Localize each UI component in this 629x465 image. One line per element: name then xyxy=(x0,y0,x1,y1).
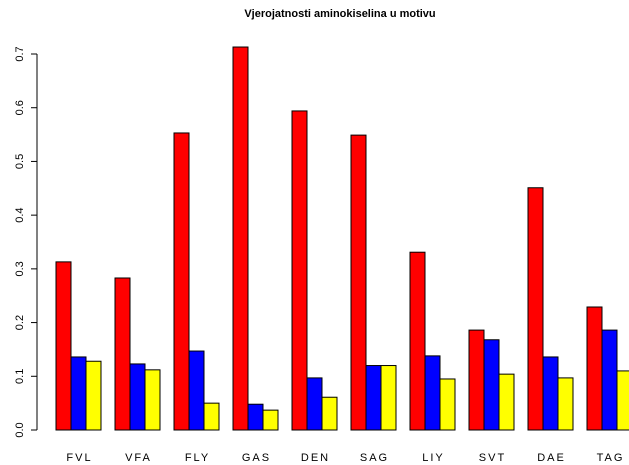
bar xyxy=(232,46,249,431)
x-tick-label: DEN xyxy=(301,452,330,464)
y-tick-label: 0.4 xyxy=(14,207,26,222)
bar xyxy=(85,360,102,431)
bar xyxy=(468,329,485,431)
bar xyxy=(498,373,515,431)
bar xyxy=(144,369,161,431)
bar xyxy=(247,403,264,431)
x-tick-label: GAS xyxy=(242,452,271,464)
x-tick-label: TAG xyxy=(597,452,625,464)
bar xyxy=(380,365,397,431)
bar xyxy=(424,355,441,431)
bar xyxy=(188,350,205,431)
bar xyxy=(409,251,426,431)
bar xyxy=(291,110,308,431)
bar xyxy=(306,377,323,431)
x-tick-label: DAE xyxy=(537,452,566,464)
bar xyxy=(601,329,618,431)
bar xyxy=(586,306,603,431)
x-tick-label: VFA xyxy=(125,452,152,464)
bar xyxy=(527,187,544,431)
x-tick-label: LIY xyxy=(422,452,445,464)
bar xyxy=(616,370,629,431)
y-tick-label: 0.0 xyxy=(14,422,26,437)
x-tick-label: FLY xyxy=(185,452,210,464)
bar xyxy=(129,363,146,431)
y-tick-label: 0.3 xyxy=(14,261,26,276)
chart-title: Vjerojatnosti aminokiselina u motivu xyxy=(244,8,435,20)
bar xyxy=(173,132,190,431)
bar xyxy=(55,261,72,431)
bar xyxy=(262,409,279,431)
bar xyxy=(114,277,131,431)
y-tick-label: 0.7 xyxy=(14,46,26,61)
bar xyxy=(70,356,87,431)
bar xyxy=(365,365,382,431)
y-tick-label: 0.1 xyxy=(14,369,26,384)
y-tick-label: 0.5 xyxy=(14,154,26,169)
x-tick-label: FVL xyxy=(66,452,92,464)
bar xyxy=(542,356,559,431)
bar xyxy=(203,402,220,431)
bar xyxy=(557,377,574,431)
bar xyxy=(350,134,367,431)
y-tick-label: 0.2 xyxy=(14,315,26,330)
bar xyxy=(439,378,456,431)
x-tick-label: SAG xyxy=(360,452,389,464)
bar xyxy=(483,339,500,431)
y-tick-label: 0.6 xyxy=(14,100,26,115)
x-tick-label: SVT xyxy=(479,452,506,464)
bar xyxy=(321,396,338,431)
